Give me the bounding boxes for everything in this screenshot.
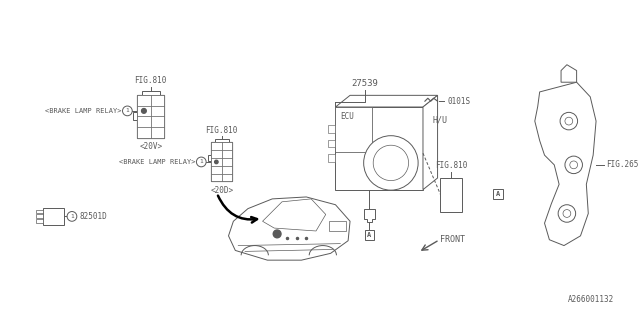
Text: FRONT: FRONT xyxy=(440,235,465,244)
Bar xyxy=(335,107,372,152)
Bar xyxy=(211,150,221,158)
Circle shape xyxy=(273,230,281,238)
Bar xyxy=(133,113,137,120)
Bar xyxy=(221,150,232,158)
Polygon shape xyxy=(228,197,350,260)
Polygon shape xyxy=(423,95,438,190)
Text: 1: 1 xyxy=(200,159,203,164)
Bar xyxy=(137,95,164,138)
Bar xyxy=(328,154,335,162)
Text: <20V>: <20V> xyxy=(139,142,163,151)
Circle shape xyxy=(563,210,571,217)
Text: A: A xyxy=(496,191,500,197)
Circle shape xyxy=(565,117,573,125)
Bar xyxy=(493,189,503,199)
Circle shape xyxy=(570,161,577,169)
Bar xyxy=(211,158,221,166)
Polygon shape xyxy=(561,65,577,82)
Bar xyxy=(36,210,43,213)
Circle shape xyxy=(364,136,418,190)
Bar xyxy=(211,166,221,174)
Text: FIG.265: FIG.265 xyxy=(606,160,638,169)
Bar xyxy=(221,166,232,174)
Bar xyxy=(150,95,164,106)
Text: 0101S: 0101S xyxy=(447,97,470,106)
Bar xyxy=(329,221,346,231)
Text: 27539: 27539 xyxy=(351,78,378,88)
Bar xyxy=(215,140,228,142)
Text: H/U: H/U xyxy=(433,115,448,124)
Bar xyxy=(365,230,374,240)
Bar xyxy=(150,116,164,127)
Text: <20D>: <20D> xyxy=(210,186,233,195)
Bar xyxy=(211,142,221,150)
Circle shape xyxy=(214,160,218,164)
Bar xyxy=(150,106,164,116)
Bar xyxy=(137,95,150,106)
Text: 1: 1 xyxy=(70,214,74,219)
Bar xyxy=(328,125,335,133)
Polygon shape xyxy=(335,107,423,190)
Text: 1: 1 xyxy=(125,108,129,113)
Circle shape xyxy=(558,205,575,222)
Bar xyxy=(36,219,43,223)
Circle shape xyxy=(196,157,206,167)
Bar xyxy=(150,127,164,138)
Polygon shape xyxy=(364,209,375,222)
Text: FIG.810: FIG.810 xyxy=(435,161,467,170)
Bar xyxy=(137,116,150,127)
Circle shape xyxy=(122,106,132,116)
Text: A266001132: A266001132 xyxy=(568,295,614,304)
Bar xyxy=(142,91,159,95)
Bar xyxy=(221,158,232,166)
Bar xyxy=(36,214,43,218)
Text: FIG.810: FIG.810 xyxy=(205,125,238,134)
Circle shape xyxy=(141,108,147,113)
Text: 82501D: 82501D xyxy=(80,212,108,221)
Bar xyxy=(211,142,232,181)
Text: ECU: ECU xyxy=(340,112,354,121)
Bar xyxy=(440,178,462,212)
Bar xyxy=(137,106,150,116)
Polygon shape xyxy=(535,82,596,245)
Polygon shape xyxy=(335,95,438,107)
Text: <BRAKE LAMP RELAY>: <BRAKE LAMP RELAY> xyxy=(45,108,122,114)
Circle shape xyxy=(560,112,577,130)
Bar xyxy=(43,208,64,225)
Circle shape xyxy=(67,212,77,221)
Bar xyxy=(221,174,232,181)
Text: <BRAKE LAMP RELAY>: <BRAKE LAMP RELAY> xyxy=(119,159,195,165)
Bar xyxy=(221,142,232,150)
Circle shape xyxy=(565,156,582,174)
Bar xyxy=(137,127,150,138)
Polygon shape xyxy=(262,199,326,231)
Text: FIG.810: FIG.810 xyxy=(134,76,167,85)
Circle shape xyxy=(373,145,408,180)
Bar xyxy=(211,174,221,181)
Bar xyxy=(328,140,335,147)
Text: A: A xyxy=(367,232,372,238)
Bar xyxy=(208,155,211,161)
